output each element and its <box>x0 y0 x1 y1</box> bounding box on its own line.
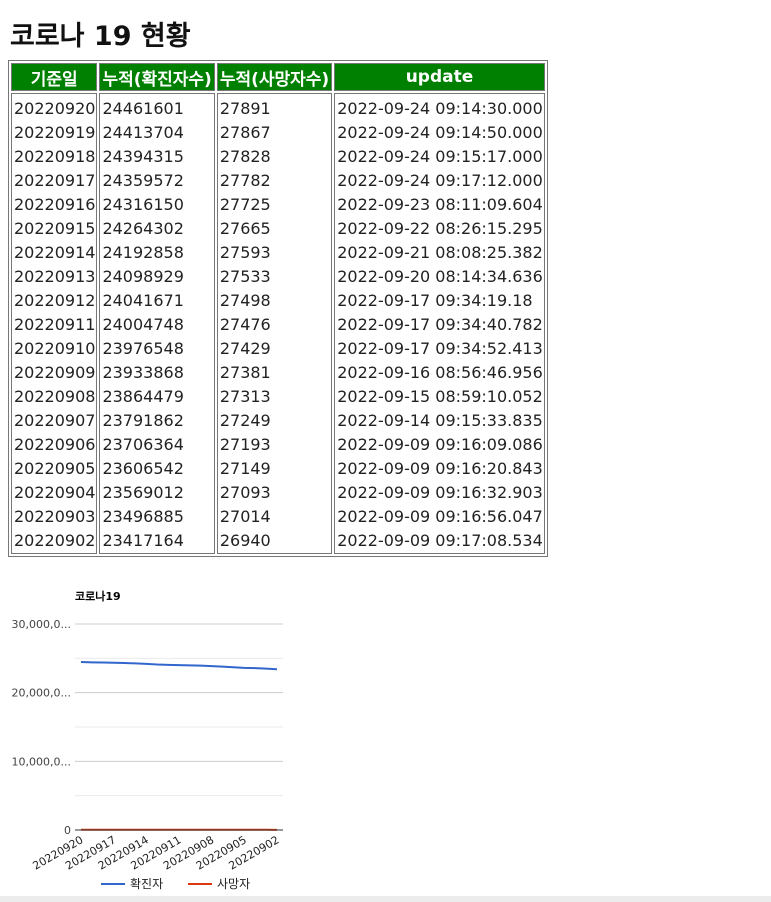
update-value: 2022-09-22 08:26:15.295 <box>337 219 543 238</box>
deaths-value: 27725 <box>219 195 271 214</box>
confirmed-value: 23496885 <box>102 507 184 526</box>
update-value: 2022-09-09 09:16:20.843 <box>337 459 543 478</box>
chart-svg: 코로나1930,000,0...20,000,0...10,000,0...02… <box>12 589 283 891</box>
column-header-date: 기준일 <box>11 63 98 91</box>
update-value: 2022-09-24 09:15:17.000 <box>337 147 543 166</box>
confirmed-value: 24264302 <box>102 219 184 238</box>
y-tick-label: 20,000,0... <box>12 687 71 700</box>
update-value: 2022-09-17 09:34:52.413 <box>337 339 543 358</box>
update-value: 2022-09-15 08:59:10.052 <box>337 387 543 406</box>
legend-label: 확진자 <box>130 877 163 891</box>
column-header-confirmed: 누적(확진자수) <box>99 63 215 91</box>
update-value: 2022-09-24 09:14:30.000 <box>337 99 543 118</box>
chart-title: 코로나19 <box>75 589 121 603</box>
deaths-value: 27867 <box>219 123 271 142</box>
deaths-value: 27149 <box>219 459 271 478</box>
date-value: 20220906 <box>14 435 96 454</box>
confirmed-value: 23417164 <box>102 531 184 550</box>
update-value: 2022-09-23 08:11:09.604 <box>337 195 543 214</box>
date-value: 20220902 <box>14 531 96 550</box>
date-value: 20220904 <box>14 483 96 502</box>
deaths-value: 27828 <box>219 147 271 166</box>
series-line-0 <box>80 661 278 671</box>
deaths-value: 27593 <box>219 243 271 262</box>
date-value: 20220905 <box>14 459 96 478</box>
date-value: 20220903 <box>14 507 96 526</box>
update-column: 2022-09-24 09:14:30.000 2022-09-24 09:14:… <box>334 93 545 554</box>
deaths-value: 27782 <box>219 171 271 190</box>
date-value: 20220909 <box>14 363 96 382</box>
deaths-value: 27498 <box>219 291 271 310</box>
deaths-value: 27533 <box>219 267 271 286</box>
deaths-value: 27665 <box>219 219 271 238</box>
confirmed-value: 23976548 <box>102 339 184 358</box>
update-value: 2022-09-09 09:16:32.903 <box>337 483 543 502</box>
deaths-value: 27249 <box>219 411 271 430</box>
y-tick-label: 30,000,0... <box>12 618 71 631</box>
confirmed-value: 23606542 <box>102 459 184 478</box>
date-value: 20220908 <box>14 387 96 406</box>
confirmed-value: 23864479 <box>102 387 184 406</box>
confirmed-value: 24004748 <box>102 315 184 334</box>
date-value: 20220917 <box>14 171 96 190</box>
y-tick-label: 0 <box>64 824 71 837</box>
page-title: 코로나 19 현황 <box>10 21 191 52</box>
date-column: 20220920 20220919 20220918 20220917 20220916… <box>11 93 98 554</box>
chart: 코로나19 30,000,0... 20,000,0... 10,000,0... 0 2… <box>0 578 300 896</box>
confirmed-value: 24098929 <box>102 267 184 286</box>
deaths-value: 27381 <box>219 363 271 382</box>
y-tick-label: 10,000,0... <box>12 755 71 768</box>
confirmed-value: 24316150 <box>102 195 184 214</box>
update-value: 2022-09-24 09:14:50.000 <box>337 123 543 142</box>
deaths-value: 27014 <box>219 507 271 526</box>
date-value: 20220915 <box>14 219 96 238</box>
confirmed-value: 23933868 <box>102 363 184 382</box>
date-value: 20220907 <box>14 411 96 430</box>
update-value: 2022-09-20 08:14:34.636 <box>337 267 543 286</box>
update-value: 2022-09-14 09:15:33.835 <box>337 411 543 430</box>
column-header-deaths: 누적(사망자수) <box>216 63 333 91</box>
column-header-update: update <box>334 63 545 91</box>
date-value: 20220914 <box>14 243 96 262</box>
deaths-value: 27313 <box>219 387 271 406</box>
deaths-value: 27476 <box>219 315 271 334</box>
deaths-value: 27891 <box>219 99 271 118</box>
confirmed-value: 24413704 <box>102 123 184 142</box>
legend-label: 사망자 <box>217 877 250 891</box>
date-value: 20220910 <box>14 339 96 358</box>
bottom-scrollbar[interactable] <box>0 896 771 902</box>
date-value: 20220912 <box>14 291 96 310</box>
table-body-row: 20220920 20220919 20220918 20220917 20220916… <box>11 93 545 554</box>
update-value: 2022-09-09 09:16:09.086 <box>337 435 543 454</box>
date-value: 20220919 <box>14 123 96 142</box>
date-value: 20220918 <box>14 147 96 166</box>
confirmed-value: 23569012 <box>102 483 184 502</box>
confirmed-value: 24359572 <box>102 171 184 190</box>
deaths-value: 27429 <box>219 339 271 358</box>
covid-table: 기준일 누적(확진자수) 누적(사망자수) update 20220920 202… <box>8 60 548 557</box>
update-value: 2022-09-09 09:17:08.534 <box>337 531 543 550</box>
date-value: 20220920 <box>14 99 96 118</box>
deaths-value: 27093 <box>219 483 271 502</box>
confirmed-value: 23791862 <box>102 411 184 430</box>
date-value: 20220916 <box>14 195 96 214</box>
deaths-column: 27891 27867 27828 27782 27725 27665 27593 27533… <box>216 93 333 554</box>
confirmed-value: 24461601 <box>102 99 184 118</box>
table-header-row: 기준일 누적(확진자수) 누적(사망자수) update <box>11 63 545 91</box>
update-value: 2022-09-21 08:08:25.382 <box>337 243 543 262</box>
date-value: 20220911 <box>14 315 96 334</box>
update-value: 2022-09-24 09:17:12.000 <box>337 171 543 190</box>
update-value: 2022-09-09 09:16:56.047 <box>337 507 543 526</box>
update-value: 2022-09-17 09:34:40.782 <box>337 315 543 334</box>
deaths-value: 26940 <box>219 531 271 550</box>
update-value: 2022-09-16 08:56:46.956 <box>337 363 543 382</box>
date-value: 20220913 <box>14 267 96 286</box>
deaths-value: 27193 <box>219 435 271 454</box>
confirmed-value: 23706364 <box>102 435 184 454</box>
confirmed-value: 24041671 <box>102 291 184 310</box>
confirmed-value: 24192858 <box>102 243 184 262</box>
confirmed-value: 24394315 <box>102 147 184 166</box>
confirmed-column: 24461601 24413704 24394315 24359572 24316150… <box>99 93 215 554</box>
update-value: 2022-09-17 09:34:19.18 <box>337 291 533 310</box>
